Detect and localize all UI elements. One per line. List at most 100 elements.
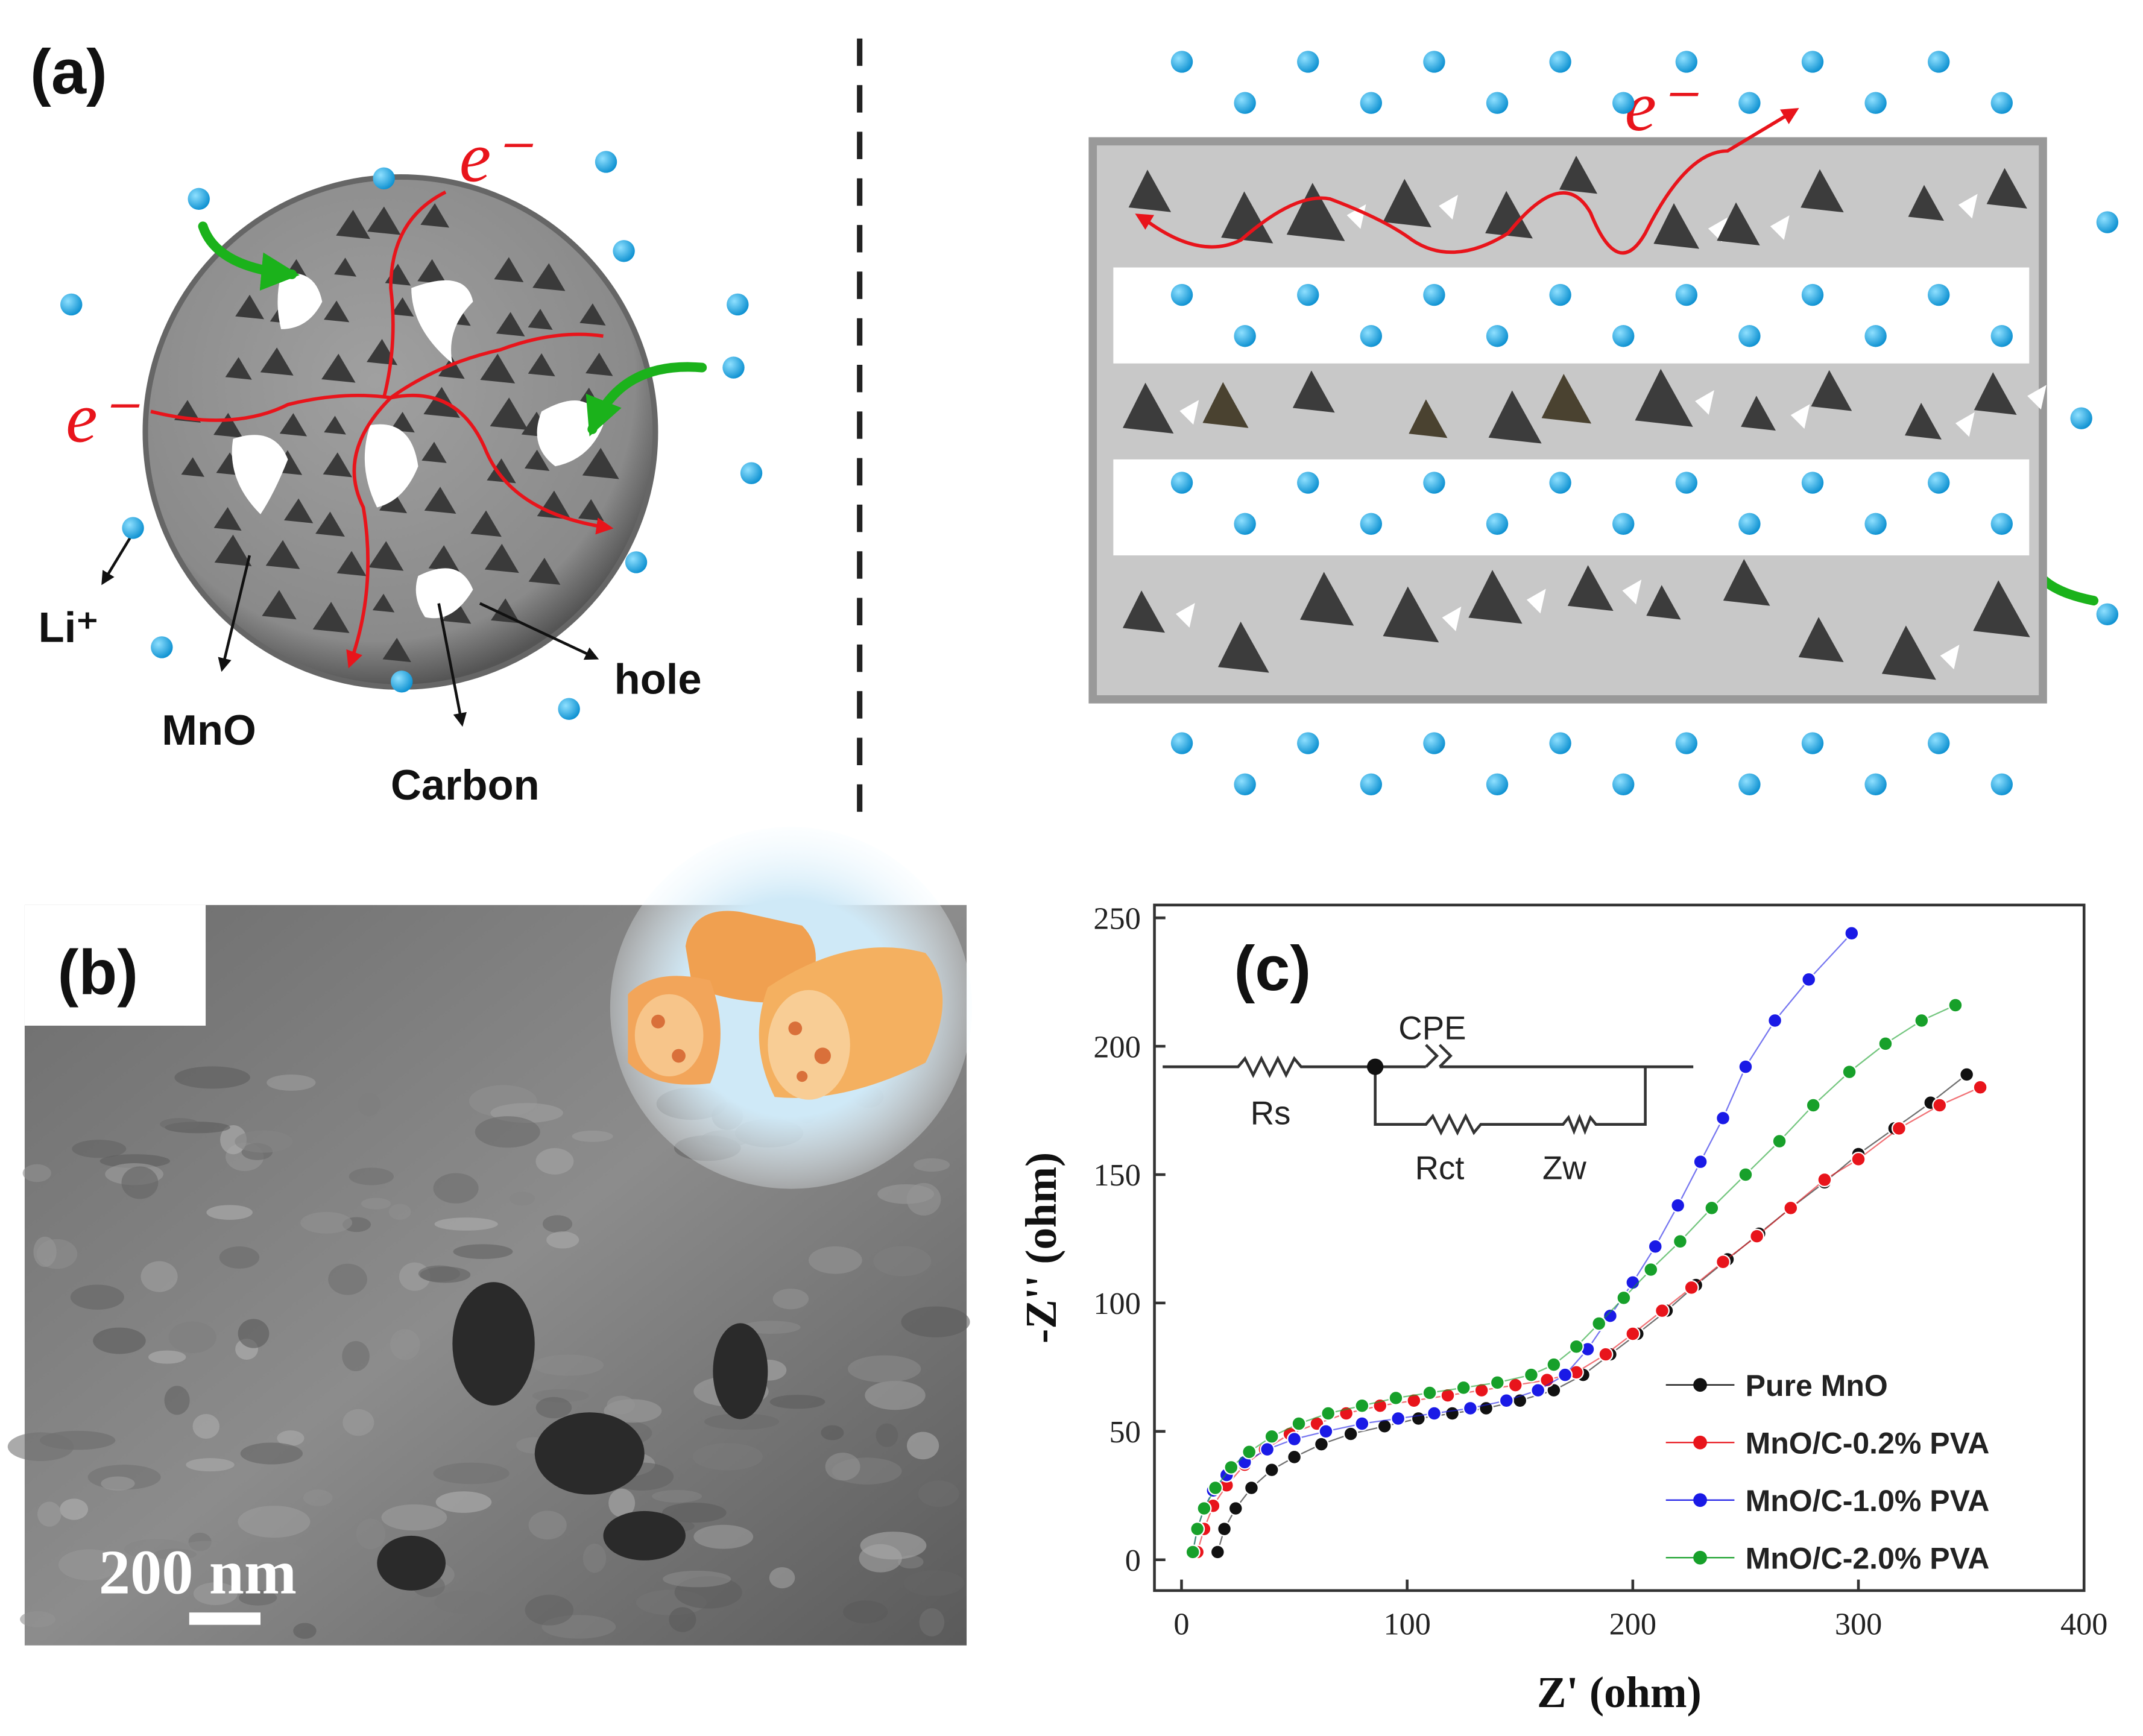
panel-label: (b)	[58, 938, 139, 1008]
channel	[1113, 267, 2030, 364]
mno-particle	[368, 541, 404, 571]
data-point	[1354, 1398, 1370, 1413]
data-point	[1598, 1346, 1614, 1362]
sem-grain	[907, 1431, 939, 1460]
sem-grain	[356, 1518, 386, 1550]
x-tick-label: 400	[2060, 1607, 2107, 1642]
sem-grain	[475, 1116, 540, 1148]
data-point	[1260, 1442, 1275, 1457]
li-ion	[1801, 283, 1824, 306]
data-point	[1546, 1357, 1562, 1372]
hole	[1442, 606, 1462, 631]
li-ion	[1990, 773, 2013, 795]
data-point	[1474, 1383, 1489, 1398]
data-point	[1321, 1406, 1336, 1421]
data-point	[1318, 1424, 1334, 1439]
sem-grain	[238, 1506, 311, 1538]
sem-grain	[860, 1532, 927, 1560]
sem-grain	[509, 1192, 535, 1206]
data-point	[1851, 1151, 1866, 1167]
mno-particle	[421, 441, 447, 463]
hole	[1695, 390, 1714, 415]
electron-label: e⁻	[1624, 67, 1698, 146]
li-ion	[1170, 472, 1193, 494]
mno-particle	[1292, 370, 1335, 413]
x-tick-label: 300	[1835, 1607, 1882, 1642]
li-ion	[1612, 773, 1635, 795]
legend-marker	[1693, 1493, 1707, 1507]
li-ion	[1738, 773, 1761, 795]
li-ion	[1360, 513, 1383, 535]
li-ion	[1486, 325, 1509, 347]
sem-grain	[607, 1395, 635, 1415]
li-ion	[122, 517, 144, 539]
li-ion	[1360, 773, 1383, 795]
mno-particle	[334, 257, 357, 277]
data-point	[1388, 1390, 1404, 1406]
electron-paths	[150, 190, 614, 669]
sem-grain	[303, 1489, 333, 1506]
data-point	[1602, 1308, 1618, 1324]
hole	[1439, 195, 1458, 220]
lotus-root	[628, 911, 943, 1100]
mno-particle	[315, 511, 345, 537]
electron-arrow	[1135, 213, 1155, 230]
mno-particle	[1488, 390, 1542, 444]
sem-grain	[239, 1589, 277, 1606]
data-point	[1456, 1380, 1471, 1395]
data-point	[1558, 1367, 1573, 1383]
sem-grain	[20, 1611, 56, 1627]
data-point	[1738, 1059, 1753, 1075]
sem-pore	[713, 1323, 768, 1419]
sem-grain	[825, 1453, 860, 1481]
data-point	[1715, 1254, 1731, 1270]
li-ion	[1297, 51, 1319, 73]
li-ion	[1486, 92, 1509, 114]
data-point	[1406, 1393, 1422, 1409]
li-ion	[2070, 407, 2092, 429]
electron-path	[1143, 108, 1799, 255]
li-ion	[1864, 773, 1887, 795]
data-point	[1498, 1393, 1514, 1409]
data-point	[1672, 1234, 1688, 1249]
data-point	[1242, 1444, 1257, 1460]
data-point	[1427, 1406, 1442, 1421]
mno-particle	[1811, 370, 1852, 411]
x-tick-label: 0	[1173, 1607, 1189, 1642]
legend-label: MnO/C-2.0% PVA	[1746, 1541, 1990, 1575]
hole	[1940, 645, 1960, 670]
sem-grain	[919, 1608, 945, 1637]
li-ion	[727, 293, 749, 316]
mno-particle	[336, 210, 370, 239]
sem-grain	[769, 1567, 795, 1589]
li-ion	[1928, 472, 1950, 494]
data-point	[1844, 926, 1860, 941]
panel-label: (c)	[1234, 933, 1311, 1004]
mno-particle	[1409, 399, 1448, 438]
li-ion	[1360, 325, 1383, 347]
li-ion	[1738, 325, 1761, 347]
data-point	[1228, 1501, 1243, 1517]
li-ion	[722, 356, 745, 379]
hole	[1958, 194, 1978, 219]
data-point	[1891, 1120, 1907, 1136]
sem-grain	[7, 1432, 74, 1462]
channel	[1113, 459, 2030, 556]
y-axis-title: -Z'' (ohm)	[1017, 1152, 1065, 1343]
data-point	[1932, 1097, 1948, 1113]
panel-b: (b) 200 nm	[7, 827, 973, 1646]
sem-grain	[669, 1607, 696, 1632]
panel-a: (a) e⁻ e⁻ e⁻ Li⁺ MnO Carbon hole	[30, 37, 2119, 823]
sem-grain	[206, 1205, 253, 1220]
sem-grain	[652, 1489, 702, 1503]
scale-bar-label: 200 nm	[99, 1537, 297, 1607]
sem-grain	[99, 1154, 170, 1168]
sem-grain	[267, 1074, 316, 1091]
mno-particle	[579, 303, 606, 326]
hole	[2027, 385, 2047, 410]
mno-particle	[324, 415, 346, 435]
sem-grain	[349, 1167, 394, 1185]
carbon-label: Carbon	[391, 761, 540, 809]
mno-particle	[1973, 580, 2030, 637]
